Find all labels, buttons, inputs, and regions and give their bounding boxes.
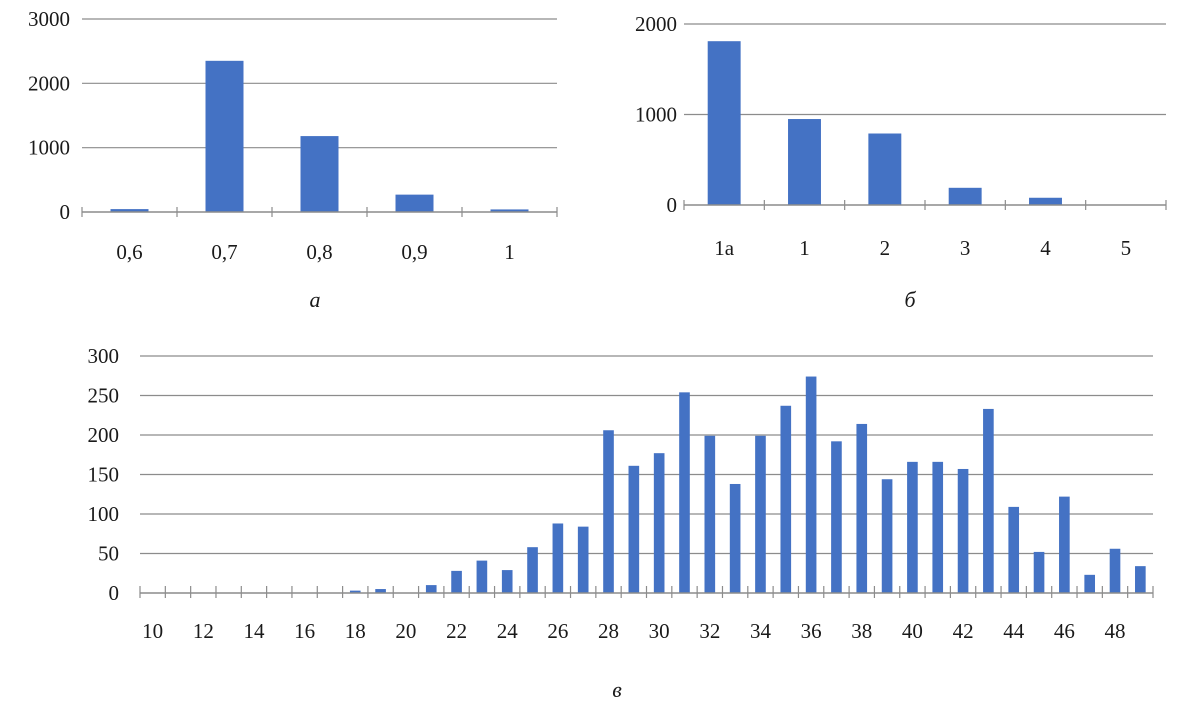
chart-b-bar-2 (868, 133, 902, 205)
chart-c-bar-28 (603, 430, 614, 593)
chart-b-x-tick-label: 1а (714, 236, 735, 260)
chart-c-bar-45 (1033, 551, 1045, 593)
chart-b-bar-1а (707, 41, 741, 205)
chart-c-x-tick-label: 16 (294, 619, 315, 643)
chart-c-y-tick-label: 200 (88, 423, 120, 447)
chart-c-x-tick-label: 26 (547, 619, 568, 643)
chart-c-bar-48 (1109, 548, 1121, 593)
chart-a-bar-0,9 (395, 194, 434, 212)
chart-b-caption: б (904, 287, 916, 312)
chart-c-bar-44 (1008, 506, 1020, 593)
chart-c-bar-29 (628, 465, 640, 593)
chart-b-x-tick-label: 2 (880, 236, 891, 260)
chart-c-bar-33 (729, 483, 741, 593)
chart-c-y-tick-label: 250 (88, 384, 120, 408)
chart-c-bar-49 (1135, 566, 1146, 593)
chart-b: 0 1000 2000 1а 1 2 3 4 5 (635, 12, 1167, 260)
chart-c-x-tick-label: 24 (497, 619, 519, 643)
chart-b-x-tick-label: 3 (960, 236, 971, 260)
chart-a: 0 1000 2000 3000 0,6 0,7 0,8 0,9 1 (28, 7, 558, 264)
chart-a-bar-0,6 (110, 209, 149, 212)
chart-c-y-tick-label: 300 (88, 344, 120, 368)
chart-c-x-tick-label: 44 (1003, 619, 1025, 643)
chart-c-y-tick-label: 150 (88, 463, 120, 487)
chart-c-y-tick-label: 50 (98, 542, 119, 566)
chart-c-x-tick-label: 12 (193, 619, 214, 643)
chart-b-x-tick-label: 5 (1121, 236, 1132, 260)
chart-c-x-tick-label: 34 (750, 619, 772, 643)
chart-c-bar-31 (679, 392, 690, 593)
chart-a-x-tick-label: 1 (504, 240, 515, 264)
chart-c-bar-32 (704, 435, 716, 593)
chart-a-x-tick-label: 0,6 (116, 240, 142, 264)
chart-c-x-tick-label: 42 (953, 619, 974, 643)
chart-c-bar-25 (527, 547, 538, 593)
chart-c: 0 50 100 150 200 250 300 10 12 14 16 18 20 22 24 26 28 30… (88, 344, 1154, 643)
chart-c-bar-38 (856, 423, 868, 593)
chart-a-y-tick-label: 2000 (28, 71, 70, 95)
chart-c-bar-18 (349, 590, 361, 593)
chart-b-x-tick-label: 4 (1040, 236, 1051, 260)
chart-c-bar-30 (653, 453, 665, 593)
chart-c-bar-19 (375, 589, 386, 593)
chart-a-bar-0,7 (205, 60, 244, 212)
chart-c-bar-46 (1059, 496, 1070, 593)
chart-c-bar-39 (881, 479, 893, 593)
chart-a-y-tick-label: 1000 (28, 136, 70, 160)
chart-c-x-tick-label: 22 (446, 619, 467, 643)
chart-c-x-tick-label: 36 (801, 619, 822, 643)
chart-b-y-tick-label: 1000 (635, 103, 677, 127)
chart-b-bar-4 (1029, 197, 1062, 205)
chart-c-x-tick-label: 28 (598, 619, 619, 643)
chart-c-bar-42 (957, 468, 969, 593)
chart-c-bar-35 (780, 405, 792, 593)
chart-c-x-tick-label: 38 (851, 619, 872, 643)
chart-a-y-tick-label: 0 (60, 200, 71, 224)
chart-c-x-tick-label: 20 (395, 619, 416, 643)
chart-c-bar-23 (476, 560, 488, 593)
chart-c-bar-26 (552, 523, 564, 593)
chart-c-y-tick-label: 100 (88, 502, 120, 526)
chart-b-bar-1 (788, 119, 821, 205)
chart-c-x-tick-label: 14 (243, 619, 265, 643)
chart-b-x-tick-label: 1 (799, 236, 810, 260)
chart-a-bar-1 (490, 209, 529, 212)
chart-c-x-tick-label: 46 (1054, 619, 1075, 643)
chart-c-bar-37 (831, 441, 842, 593)
chart-c-bar-47 (1084, 574, 1096, 593)
chart-a-bar-0,8 (300, 136, 339, 212)
chart-b-y-tick-label: 0 (667, 193, 678, 217)
chart-c-x-tick-label: 30 (649, 619, 670, 643)
chart-c-bar-34 (755, 435, 766, 593)
chart-a-x-tick-label: 0,9 (401, 240, 427, 264)
chart-c-x-tick-label: 10 (142, 619, 163, 643)
chart-c-bar-22 (451, 570, 462, 593)
chart-c-bar-40 (907, 461, 918, 593)
chart-c-bar-21 (425, 585, 437, 593)
chart-c-bar-41 (932, 461, 944, 593)
chart-a-caption: а (310, 287, 321, 312)
chart-c-x-tick-label: 48 (1105, 619, 1126, 643)
chart-a-x-tick-label: 0,8 (306, 240, 332, 264)
chart-c-bar-27 (577, 526, 589, 593)
chart-c-x-tick-label: 40 (902, 619, 923, 643)
chart-c-bar-24 (501, 570, 513, 593)
chart-c-bar-43 (983, 408, 994, 593)
chart-a-y-tick-label: 3000 (28, 7, 70, 31)
chart-c-y-tick-label: 0 (109, 581, 120, 605)
chart-b-bar-3 (948, 187, 982, 205)
chart-c-x-tick-label: 18 (345, 619, 366, 643)
chart-c-caption: в (612, 677, 622, 702)
chart-a-x-tick-label: 0,7 (211, 240, 237, 264)
chart-c-bar-36 (805, 376, 817, 593)
chart-c-x-tick-label: 32 (699, 619, 720, 643)
chart-b-y-tick-label: 2000 (635, 12, 677, 36)
